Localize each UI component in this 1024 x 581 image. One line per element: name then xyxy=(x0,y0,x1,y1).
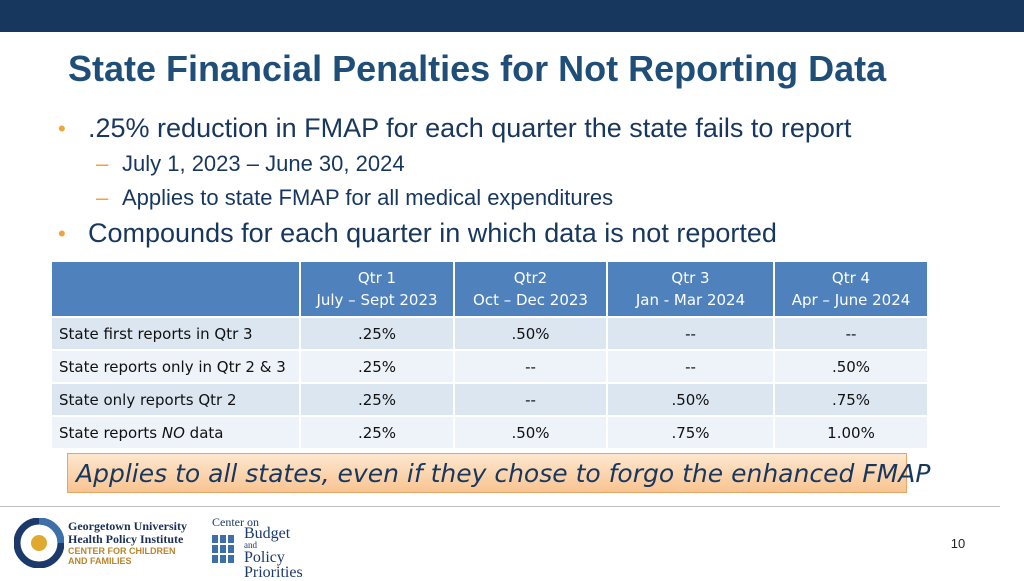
gu-line-2: Health Policy Institute xyxy=(68,532,184,546)
gu-line-3: CENTER FOR CHILDREN xyxy=(68,546,176,556)
top-banner xyxy=(0,0,1024,32)
table-row: State only reports Qtr 2 .25% -- .50% .7… xyxy=(52,382,927,416)
table-cell: -- xyxy=(607,316,775,350)
gu-line-4: AND FAMILIES xyxy=(68,556,132,566)
table-cell: .50% xyxy=(607,382,775,416)
row-label: State reports NO data xyxy=(52,415,301,448)
callout-box: Applies to all states, even if they chos… xyxy=(67,453,930,493)
table-cell: .50% xyxy=(454,316,608,350)
table-cell: -- xyxy=(774,316,927,350)
row-label: State first reports in Qtr 3 xyxy=(52,316,301,350)
cbpp-logo-text: Budget and Policy Priorities xyxy=(244,525,303,581)
header-quarter: Qtr 1 xyxy=(357,269,397,287)
header-cell-empty xyxy=(52,262,301,317)
cbpp-budget: Budget xyxy=(244,525,291,542)
table-cell: .75% xyxy=(607,415,775,448)
table-cell: 1.00% xyxy=(774,415,927,448)
table-row: State reports only in Qtr 2 & 3 .25% -- … xyxy=(52,349,927,383)
table-cell: .50% xyxy=(774,349,927,383)
bullet-dot-icon: • xyxy=(58,116,66,141)
row-label-emphasis: NO xyxy=(161,423,185,442)
table-cell: .50% xyxy=(454,415,608,448)
gu-logo-text: Georgetown University Health Policy Inst… xyxy=(68,519,187,567)
header-cell-qtr2: Qtr2 Oct – Dec 2023 xyxy=(454,262,608,317)
table-cell: .25% xyxy=(300,349,455,383)
sub-bullet-item: – Applies to state FMAP for all medical … xyxy=(54,181,994,215)
table-cell: -- xyxy=(454,349,608,383)
table-cell: .25% xyxy=(300,382,455,416)
page-title: State Financial Penalties for Not Report… xyxy=(68,48,887,89)
cbpp-logo: Center on Budget and Policy Priorities xyxy=(210,515,310,581)
cbpp-building-icon xyxy=(212,535,234,563)
table-cell: .25% xyxy=(300,316,455,350)
cbpp-priorities: Priorities xyxy=(244,564,303,581)
sub-bullet-text: Applies to state FMAP for all medical ex… xyxy=(122,185,614,210)
table-row: State first reports in Qtr 3 .25% .50% -… xyxy=(52,316,927,350)
bullet-item: • .25% reduction in FMAP for each quarte… xyxy=(54,110,994,147)
gu-circle-logo-icon xyxy=(14,518,64,568)
table-header-row: Qtr 1 July – Sept 2023 Qtr2 Oct – Dec 2023… xyxy=(52,262,927,317)
header-period: Apr – June 2024 xyxy=(791,291,911,309)
header-cell-qtr3: Qtr 3 Jan - Mar 2024 xyxy=(607,262,775,317)
header-period: July – Sept 2023 xyxy=(316,291,438,309)
penalty-table: Qtr 1 July – Sept 2023 Qtr2 Oct – Dec 2023… xyxy=(52,262,927,448)
gu-line-1: Georgetown University xyxy=(68,519,187,533)
page-number: 10 xyxy=(950,536,966,551)
row-label: State only reports Qtr 2 xyxy=(52,382,301,416)
dash-icon: – xyxy=(96,185,109,210)
bullet-item: • Compounds for each quarter in which da… xyxy=(54,215,994,252)
row-label-prefix: State reports xyxy=(59,423,162,442)
header-quarter: Qtr 4 xyxy=(831,269,871,287)
table-cell: -- xyxy=(607,349,775,383)
dash-icon: – xyxy=(96,151,109,176)
bullet-text: Compounds for each quarter in which data… xyxy=(88,218,777,248)
row-label: State reports only in Qtr 2 & 3 xyxy=(52,349,301,383)
cbpp-and: and xyxy=(244,540,257,550)
cbpp-policy: Policy xyxy=(244,549,285,566)
header-cell-qtr1: Qtr 1 July – Sept 2023 xyxy=(300,262,455,317)
bullet-list: • .25% reduction in FMAP for each quarte… xyxy=(54,110,994,252)
footer-divider xyxy=(0,506,1000,507)
table-cell: -- xyxy=(454,382,608,416)
bullet-dot-icon: • xyxy=(58,221,66,246)
row-label-suffix: data xyxy=(184,423,224,442)
header-quarter: Qtr 3 xyxy=(671,269,710,287)
table-row: State reports NO data .25% .50% .75% 1.0… xyxy=(52,415,927,448)
table-cell: .25% xyxy=(300,415,455,448)
header-quarter: Qtr2 xyxy=(513,269,548,287)
header-cell-qtr4: Qtr 4 Apr – June 2024 xyxy=(774,262,927,317)
header-period: Oct – Dec 2023 xyxy=(473,291,588,309)
cbpp-center-text: Center on xyxy=(212,515,259,529)
bullet-text: .25% reduction in FMAP for each quarter … xyxy=(88,113,852,143)
table-cell: .75% xyxy=(774,382,927,416)
sub-bullet-text: July 1, 2023 – June 30, 2024 xyxy=(122,151,405,176)
sub-bullet-item: – July 1, 2023 – June 30, 2024 xyxy=(54,147,994,181)
georgetown-logo: Georgetown University Health Policy Inst… xyxy=(14,518,189,570)
header-period: Jan - Mar 2024 xyxy=(635,291,746,309)
